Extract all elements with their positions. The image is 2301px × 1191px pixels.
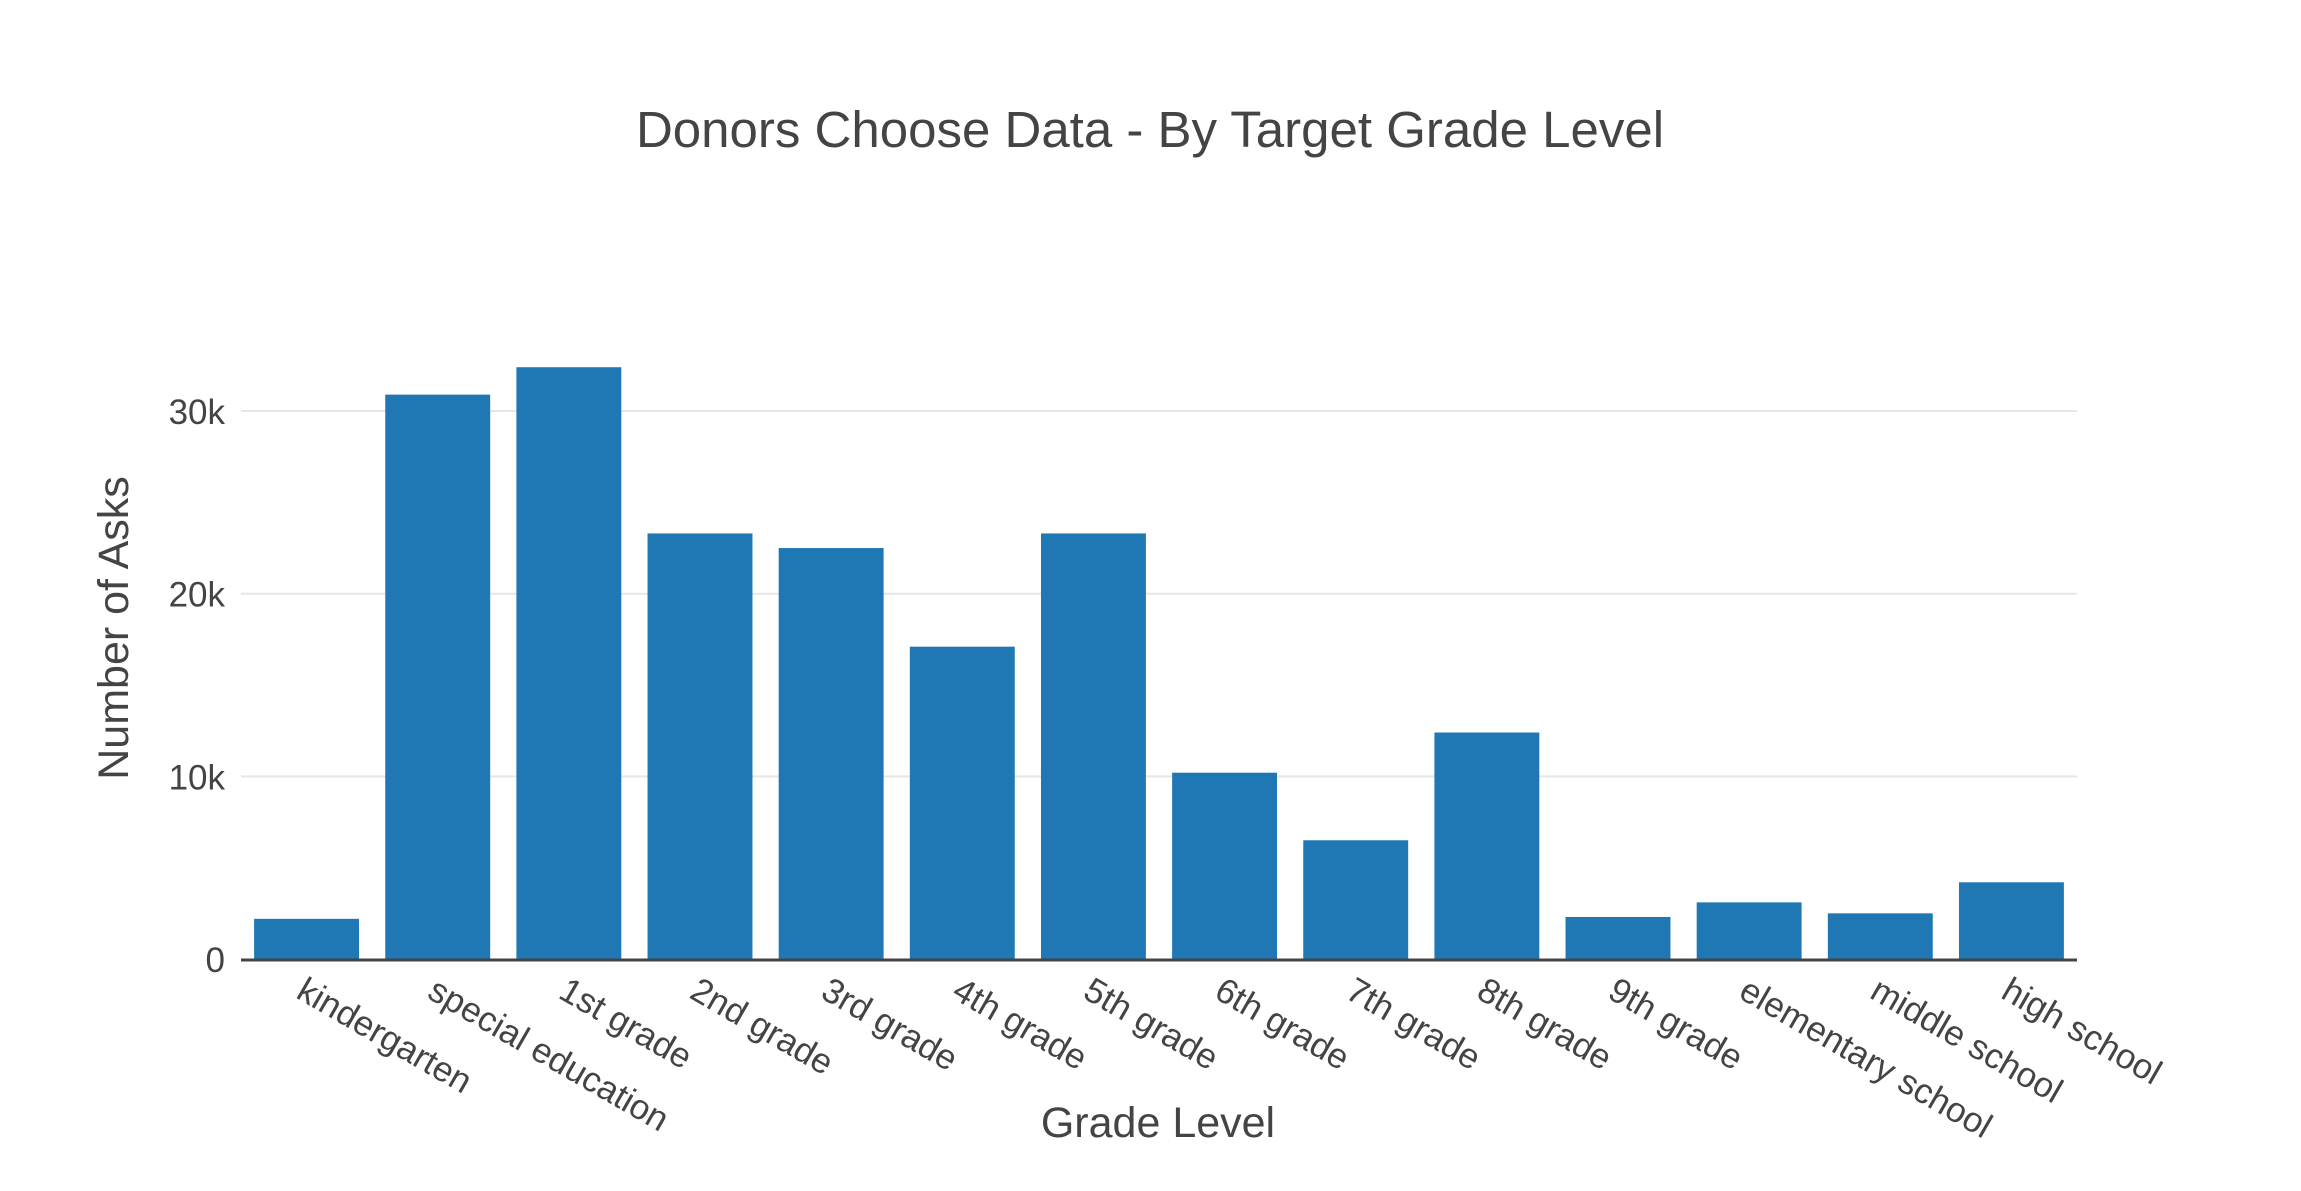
bar [254,918,360,959]
x-tick-label: 7th grade [1340,970,1488,1078]
y-tick-labels: 0 10k 20k 30k [169,393,226,980]
bar [1958,882,2064,959]
bar [778,548,884,959]
x-tick-label: 9th grade [1602,970,1750,1078]
chart-title: Donors Choose Data - By Target Grade Lev… [636,101,1664,158]
bar [516,367,622,960]
y-tick-label: 0 [206,941,225,980]
y-tick-label: 20k [169,576,226,615]
x-tick-label: 2nd grade [684,970,840,1083]
bar [647,533,753,959]
bar [385,394,491,959]
y-tick-label: 10k [169,758,226,797]
bar [1696,902,1802,959]
bar [1827,913,1933,959]
x-tick-label: 8th grade [1471,970,1619,1078]
y-tick-label: 30k [169,393,226,432]
x-tick-label: 5th grade [1077,970,1225,1078]
bar [1434,732,1540,959]
x-tick-label: 3rd grade [815,970,964,1079]
bar [1040,533,1146,959]
x-axis-title: Grade Level [1041,1099,1275,1147]
bars [254,367,2064,960]
bar [909,646,1015,959]
bar [1303,840,1409,959]
x-tick-label: 4th grade [946,970,1094,1078]
x-tick-label: 6th grade [1209,970,1357,1078]
x-tick-label: special education [422,970,676,1139]
bar [1565,916,1671,959]
y-axis-title: Number of Asks [90,476,138,780]
bar [1172,772,1278,959]
